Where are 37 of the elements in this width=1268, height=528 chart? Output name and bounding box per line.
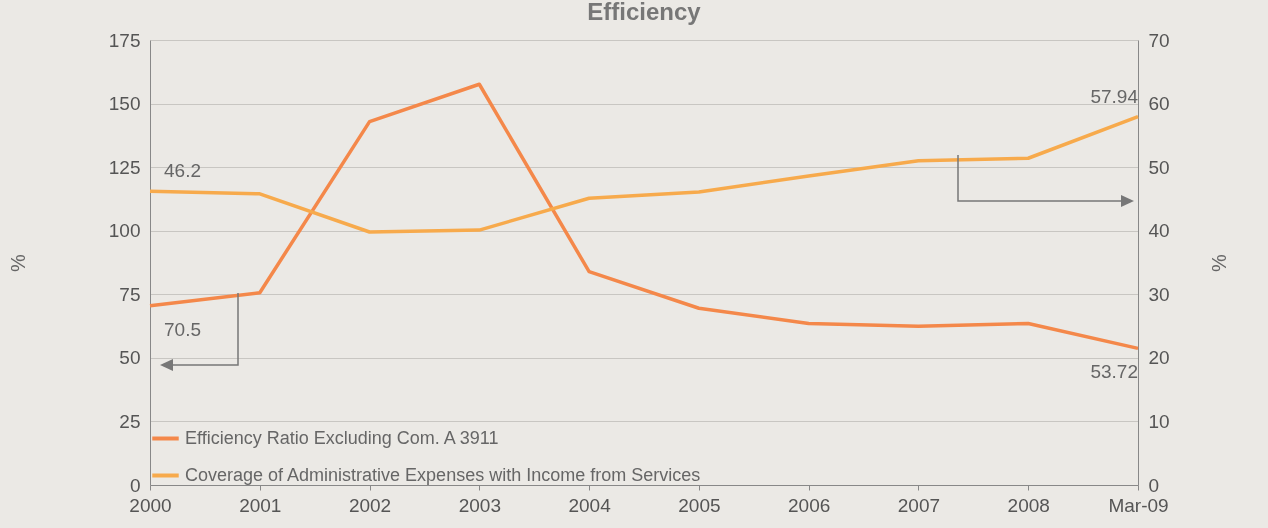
y2-tick-label: 30 (1148, 283, 1170, 305)
y2-tick-label: 10 (1148, 410, 1170, 432)
data-label: 53.72 (1090, 361, 1138, 383)
y2-axis-title: % (1207, 253, 1230, 272)
y-tick-label: 50 (119, 347, 141, 369)
x-tick-label: 2008 (1007, 494, 1050, 516)
x-tick-label: 2004 (568, 494, 612, 516)
y2-tick-label: 0 (1148, 474, 1160, 496)
x-tick-label: 2006 (788, 494, 831, 516)
x-tick-label: 2001 (239, 494, 282, 516)
data-label: 57.94 (1090, 85, 1139, 107)
x-tick-label: 2007 (897, 494, 941, 516)
y-tick-label: 0 (129, 474, 141, 496)
y2-tick-label: 40 (1148, 220, 1170, 242)
y-tick-label: 100 (108, 220, 141, 242)
legend-label: Coverage of Administrative Expenses with Income from Services (185, 464, 701, 485)
y2-tick-label: 60 (1148, 93, 1170, 115)
chart-title: Efficiency (587, 0, 702, 25)
y-tick-label: 175 (108, 29, 141, 51)
y-tick-label: 25 (119, 410, 141, 432)
line-series (148, 82, 1140, 351)
y2-tick-label: 50 (1148, 156, 1170, 178)
y-tick-label: 150 (108, 93, 141, 115)
y2-tick-label: 70 (1148, 29, 1170, 51)
x-tick-label: 2002 (348, 494, 392, 516)
data-label: 46.2 (164, 160, 201, 182)
y-axis-title: % (6, 253, 29, 272)
y-tick-label: 75 (119, 283, 141, 305)
y2-tick-label: 20 (1148, 347, 1170, 369)
data-label: 70.5 (164, 318, 201, 340)
line-series (148, 114, 1140, 234)
legend-label: Efficiency Ratio Excluding Com. A 3911 (185, 427, 499, 448)
x-tick-label: Mar-09 (1108, 494, 1169, 516)
y-tick-label: 125 (108, 156, 141, 178)
x-tick-label: 2000 (129, 494, 172, 516)
x-tick-label: 2005 (678, 494, 721, 516)
x-tick-label: 2003 (458, 494, 501, 516)
